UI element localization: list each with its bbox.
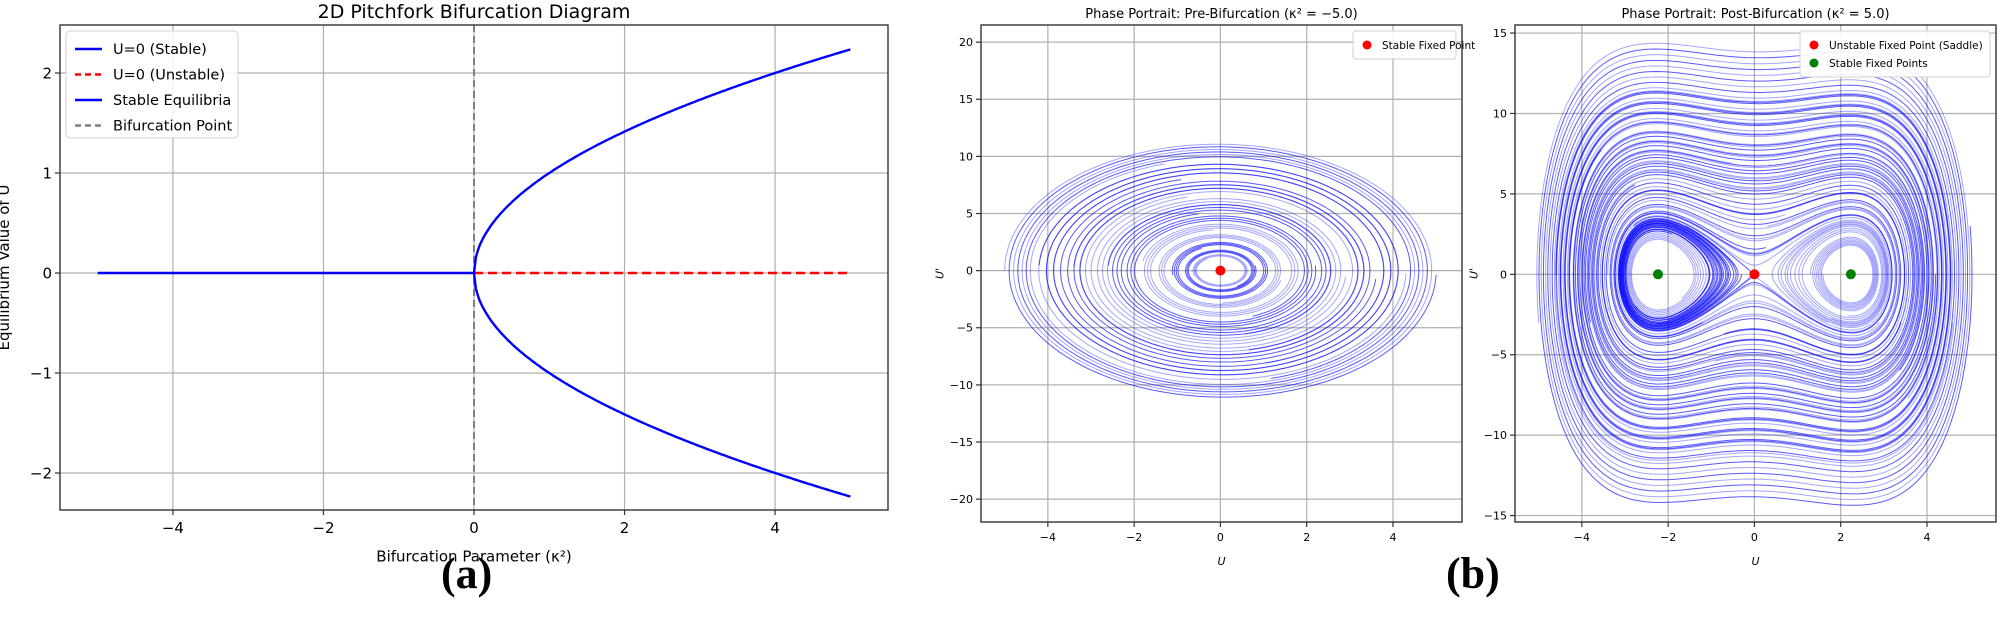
phase-portrait-pre-ytick-label: −15 (950, 436, 973, 449)
phase-portrait-pre-xtick-label: −2 (1126, 531, 1142, 544)
bifurcation-xtick-label: −2 (312, 519, 334, 537)
phase-portrait-post: −4 −2 0 2 4 −15 −10 −5 0 5 10 15 Phase Portrait: Pos… (1468, 7, 1996, 568)
stable-fixed-point-marker (1215, 266, 1225, 276)
bifurcation-ytick-label: 0 (42, 264, 52, 282)
bifurcation-legend: U=0 (Stable) U=0 (Unstable) Stable Equilib… (66, 31, 238, 138)
phase-portrait-pre-ytick-label: −10 (950, 379, 973, 392)
stable-fixed-point-marker (1653, 269, 1663, 279)
phase-portrait-pre-xlabel: U (1217, 555, 1225, 568)
bifurcation-xtick-label: 0 (469, 519, 479, 537)
phase-portrait-pre-ytick-label: 0 (966, 265, 973, 278)
saddle-point-marker (1749, 269, 1759, 279)
bifurcation-ytick-label: −2 (30, 464, 52, 482)
legend-entry: Stable Fixed Points (1829, 58, 1928, 70)
bifurcation-xtick-label: 4 (770, 519, 780, 537)
phase-portrait-post-title: Phase Portrait: Post-Bifurcation (κ² = 5… (1621, 7, 1889, 22)
phase-portrait-post-ytick-label: 10 (1493, 107, 1507, 120)
phase-portrait-post-xtick-label: 0 (1751, 531, 1758, 544)
phase-portrait-pre-xtick-label: −4 (1040, 531, 1056, 544)
phase-portrait-pre-title: Phase Portrait: Pre-Bifurcation (κ² = −5… (1085, 7, 1357, 22)
legend-entry: U=0 (Unstable) (113, 68, 225, 84)
phase-portrait-pre-ylabel: U' (934, 268, 947, 279)
phase-portrait-post-xtick-label: −2 (1660, 531, 1676, 544)
legend-entry: U=0 (Stable) (113, 42, 207, 58)
legend-entry: Unstable Fixed Point (Saddle) (1829, 40, 1983, 52)
bifurcation-ytick-label: −1 (30, 364, 52, 382)
phase-portrait-post-ytick-label: 0 (1500, 268, 1507, 281)
phase-portrait-post-ytick-label: −10 (1484, 429, 1507, 442)
stable-branch-upper (474, 49, 850, 273)
phase-portrait-post-ytick-label: 15 (1493, 27, 1507, 40)
phase-portrait-pre-ytick-label: 15 (959, 93, 973, 106)
phase-portrait-pre-ytick-label: 10 (959, 150, 973, 163)
phase-portrait-pre-xtick-label: 0 (1217, 531, 1224, 544)
phase-portrait-post-legend: Unstable Fixed Point (Saddle) Stable Fixe… (1800, 31, 1990, 77)
bifurcation-ylabel: Equilibrium Value of U (0, 185, 13, 351)
figure-canvas: −4 −2 0 2 4−2−10122D Pitchfork Bifurcation D… (0, 0, 2000, 633)
panel-label-b: (b) (1446, 548, 1500, 599)
bifurcation-ytick-label: 1 (42, 164, 52, 182)
bifurcation-xtick-label: −4 (162, 519, 184, 537)
phase-portrait-post-xlabel: U (1751, 555, 1759, 568)
bifurcation-ytick-label: 2 (42, 64, 52, 82)
phase-portrait-pre-ytick-label: −20 (950, 493, 973, 506)
phase-portrait-pre: −4 −2 0 2 4−20−15−10−505101520Phase Portrait… (934, 7, 1476, 568)
legend-entry: Bifurcation Point (113, 119, 232, 135)
phase-portrait-pre-legend: Stable Fixed Point (1353, 31, 1475, 59)
stable-fixed-point-marker (1846, 269, 1856, 279)
bifurcation-diagram: −4 −2 0 2 4 −2 −1 0 1 2 2D Pitchfork Bifurcation D… (0, 1, 888, 566)
phase-portrait-pre-xtick-label: 4 (1389, 531, 1396, 544)
phase-portrait-post-ytick-label: −15 (1484, 510, 1507, 523)
phase-portrait-pre-ytick-label: 5 (966, 207, 973, 220)
legend-entry: Stable Fixed Point (1382, 40, 1475, 52)
phase-portrait-post-ylabel: U' (1468, 268, 1481, 279)
phase-portrait-pre-xtick-label: 2 (1303, 531, 1310, 544)
phase-portrait-post-xtick-label: −4 (1574, 531, 1590, 544)
bifurcation-title: 2D Pitchfork Bifurcation Diagram (318, 1, 631, 23)
phase-portrait-post-xtick-label: 4 (1923, 531, 1930, 544)
phase-portrait-post-ytick-label: 5 (1500, 188, 1507, 201)
phase-portrait-post-xtick-label: 2 (1837, 531, 1844, 544)
panel-label-a: (a) (441, 548, 492, 599)
phase-portrait-post-ytick-label: −5 (1491, 349, 1507, 362)
phase-portrait-pre-ytick-label: −5 (957, 322, 973, 335)
legend-entry: Stable Equilibria (113, 93, 231, 109)
phase-portrait-pre-ytick-label: 20 (959, 36, 973, 49)
stable-branch-lower (474, 273, 850, 497)
bifurcation-xtick-label: 2 (620, 519, 630, 537)
